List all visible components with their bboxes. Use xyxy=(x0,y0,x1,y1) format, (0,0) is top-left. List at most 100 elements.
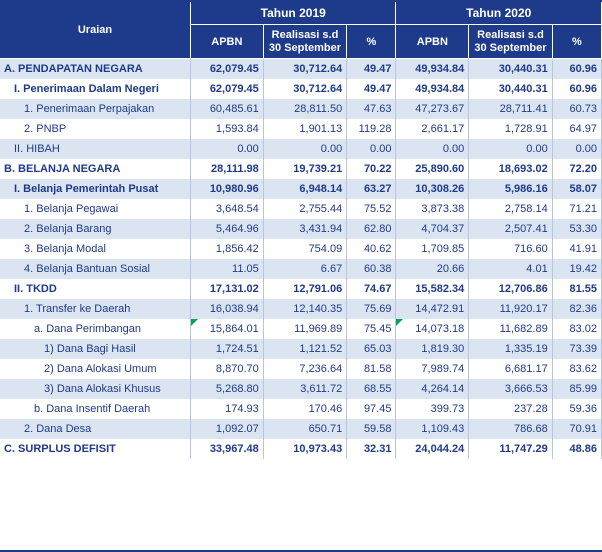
col-pct-2020: % xyxy=(552,25,601,59)
cell-apbn-2020: 25,890.60 xyxy=(396,159,469,179)
cell-apbn-2019: 60,485.61 xyxy=(190,99,263,119)
cell-apbn-2019: 17,131.02 xyxy=(190,279,263,299)
cell-real-2019: 2,755.44 xyxy=(263,199,346,219)
cell-real-2020: 0.00 xyxy=(469,139,552,159)
table-body: A. PENDAPATAN NEGARA62,079.4530,712.6449… xyxy=(0,59,602,460)
cell-real-2020: 28,711.41 xyxy=(469,99,552,119)
cell-apbn-2020: 1,109.43 xyxy=(396,419,469,439)
cell-pct-2019: 0.00 xyxy=(347,139,396,159)
cell-pct-2019: 63.27 xyxy=(347,179,396,199)
cell-apbn-2019: 15,864.01 xyxy=(190,319,263,339)
colgroup-2019: Tahun 2019 xyxy=(190,2,395,25)
row-label: 3. Belanja Modal xyxy=(0,239,190,259)
table-row: 4. Belanja Bantuan Sosial11.056.6760.382… xyxy=(0,259,602,279)
cell-pct-2019: 70.22 xyxy=(347,159,396,179)
cell-pct-2020: 53.30 xyxy=(552,219,601,239)
cell-apbn-2020: 24,044.24 xyxy=(396,439,469,459)
cell-pct-2019: 47.63 xyxy=(347,99,396,119)
cell-real-2020: 2,758.14 xyxy=(469,199,552,219)
cell-apbn-2020: 4,704.37 xyxy=(396,219,469,239)
cell-real-2019: 3,431.94 xyxy=(263,219,346,239)
cell-apbn-2019: 11.05 xyxy=(190,259,263,279)
table-row: 1. Belanja Pegawai3,648.542,755.4475.523… xyxy=(0,199,602,219)
table-row: 2. PNBP1,593.841,901.13119.282,661.171,7… xyxy=(0,119,602,139)
cell-pct-2020: 83.62 xyxy=(552,359,601,379)
row-label: C. SURPLUS DEFISIT xyxy=(0,439,190,459)
row-label: 2) Dana Alokasi Umum xyxy=(0,359,190,379)
cell-apbn-2019: 1,593.84 xyxy=(190,119,263,139)
cell-real-2019: 170.46 xyxy=(263,399,346,419)
cell-real-2019: 7,236.64 xyxy=(263,359,346,379)
cell-real-2020: 30,440.31 xyxy=(469,79,552,99)
table-row: 1. Penerimaan Perpajakan60,485.6128,811.… xyxy=(0,99,602,119)
table-row: B. BELANJA NEGARA28,111.9819,739.2170.22… xyxy=(0,159,602,179)
cell-real-2020: 11,747.29 xyxy=(469,439,552,459)
row-label: 4. Belanja Bantuan Sosial xyxy=(0,259,190,279)
table-header: Uraian Tahun 2019 Tahun 2020 APBN Realis… xyxy=(0,2,602,59)
cell-apbn-2020: 1,819.30 xyxy=(396,339,469,359)
cell-apbn-2019: 62,079.45 xyxy=(190,59,263,80)
row-label: II. HIBAH xyxy=(0,139,190,159)
table-row: 2. Belanja Barang5,464.963,431.9462.804,… xyxy=(0,219,602,239)
row-label: A. PENDAPATAN NEGARA xyxy=(0,59,190,80)
cell-apbn-2019: 5,464.96 xyxy=(190,219,263,239)
cell-apbn-2020: 0.00 xyxy=(396,139,469,159)
cell-apbn-2020: 14,073.18 xyxy=(396,319,469,339)
cell-pct-2019: 81.58 xyxy=(347,359,396,379)
cell-real-2019: 30,712.64 xyxy=(263,59,346,80)
cell-real-2019: 11,969.89 xyxy=(263,319,346,339)
cell-pct-2019: 75.69 xyxy=(347,299,396,319)
cell-apbn-2019: 3,648.54 xyxy=(190,199,263,219)
row-label: 1) Dana Bagi Hasil xyxy=(0,339,190,359)
cell-pct-2019: 74.67 xyxy=(347,279,396,299)
cell-apbn-2019: 1,856.42 xyxy=(190,239,263,259)
cell-apbn-2020: 20.66 xyxy=(396,259,469,279)
cell-apbn-2019: 1,724.51 xyxy=(190,339,263,359)
row-label: a. Dana Perimbangan xyxy=(0,319,190,339)
cell-real-2020: 18,693.02 xyxy=(469,159,552,179)
cell-real-2019: 1,121.52 xyxy=(263,339,346,359)
cell-apbn-2020: 49,934.84 xyxy=(396,59,469,80)
row-label: II. TKDD xyxy=(0,279,190,299)
cell-apbn-2020: 4,264.14 xyxy=(396,379,469,399)
row-label: 3) Dana Alokasi Khusus xyxy=(0,379,190,399)
cell-real-2020: 5,986.16 xyxy=(469,179,552,199)
cell-pct-2020: 60.96 xyxy=(552,79,601,99)
cell-pct-2020: 81.55 xyxy=(552,279,601,299)
table-row: 3. Belanja Modal1,856.42754.0940.621,709… xyxy=(0,239,602,259)
cell-pct-2019: 119.28 xyxy=(347,119,396,139)
colgroup-2020: Tahun 2020 xyxy=(396,2,602,25)
cell-apbn-2019: 62,079.45 xyxy=(190,79,263,99)
cell-real-2019: 12,791.06 xyxy=(263,279,346,299)
cell-pct-2019: 60.38 xyxy=(347,259,396,279)
cell-apbn-2020: 1,709.85 xyxy=(396,239,469,259)
cell-pct-2020: 82.36 xyxy=(552,299,601,319)
cell-real-2019: 754.09 xyxy=(263,239,346,259)
cell-pct-2019: 49.47 xyxy=(347,79,396,99)
cell-real-2019: 6,948.14 xyxy=(263,179,346,199)
cell-real-2019: 10,973.43 xyxy=(263,439,346,459)
cell-real-2019: 650.71 xyxy=(263,419,346,439)
cell-pct-2019: 62.80 xyxy=(347,219,396,239)
table-row: I. Belanja Pemerintah Pusat10,980.966,94… xyxy=(0,179,602,199)
table-row: 3) Dana Alokasi Khusus5,268.803,611.7268… xyxy=(0,379,602,399)
cell-real-2020: 2,507.41 xyxy=(469,219,552,239)
cell-pct-2019: 32.31 xyxy=(347,439,396,459)
table-row: 1) Dana Bagi Hasil1,724.511,121.5265.031… xyxy=(0,339,602,359)
row-label: 2. Dana Desa xyxy=(0,419,190,439)
cell-real-2020: 716.60 xyxy=(469,239,552,259)
row-label: b. Dana Insentif Daerah xyxy=(0,399,190,419)
cell-pct-2019: 75.45 xyxy=(347,319,396,339)
cell-real-2019: 30,712.64 xyxy=(263,79,346,99)
row-label: 2. PNBP xyxy=(0,119,190,139)
cell-real-2019: 3,611.72 xyxy=(263,379,346,399)
cell-pct-2020: 60.96 xyxy=(552,59,601,80)
cell-real-2020: 6,681.17 xyxy=(469,359,552,379)
cell-pct-2020: 59.36 xyxy=(552,399,601,419)
table-row: C. SURPLUS DEFISIT33,967.4810,973.4332.3… xyxy=(0,439,602,459)
cell-apbn-2019: 0.00 xyxy=(190,139,263,159)
row-label: B. BELANJA NEGARA xyxy=(0,159,190,179)
row-label: 2. Belanja Barang xyxy=(0,219,190,239)
cell-apbn-2019: 8,870.70 xyxy=(190,359,263,379)
cell-pct-2020: 41.91 xyxy=(552,239,601,259)
